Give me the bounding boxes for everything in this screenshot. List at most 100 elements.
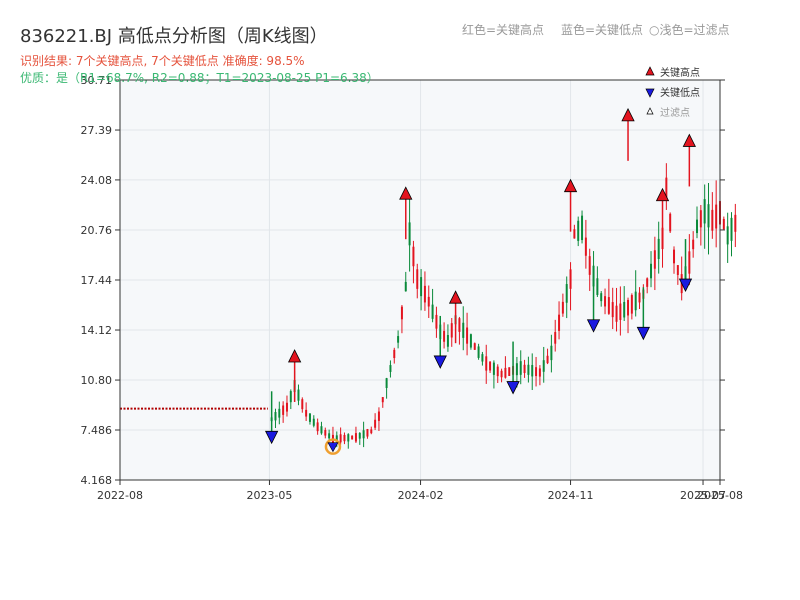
key-high-marker [399,186,413,200]
key-high-marker [682,133,696,147]
candle-body [673,249,676,264]
quality-summary: 优质：是（R1=68.7%, R2=0.88；T1=2023-08-25 P1=… [20,71,379,85]
candle-body [308,413,311,422]
legend-label-filtered: 过滤点 [660,106,690,119]
candle-body [466,327,469,344]
candle-body [358,432,361,439]
candle-body [458,318,461,332]
candle-body [527,364,530,375]
candle-body [339,434,342,443]
legend-symbol-high [645,66,655,76]
candle-body [289,391,292,403]
candle-body [427,296,430,307]
candle-body [397,336,400,343]
candle-body [638,292,641,303]
candle-body [485,356,488,371]
x-tick-label: 2025-08 [697,489,743,502]
key-low-marker [586,319,601,333]
candle-body [646,278,649,287]
candle-body [477,346,480,358]
candle-body [404,281,407,292]
candle-body [481,354,484,362]
candle-body [351,435,354,440]
candle-body [347,434,350,442]
candle-body [703,199,706,224]
candle-body [285,402,288,412]
candle-body [600,293,603,302]
candle-body [335,435,338,442]
key-low-marker [433,355,447,369]
candle-body [588,256,591,275]
candle-body [366,429,369,437]
candle-body [627,299,630,316]
candle-body [385,378,388,389]
candle-body [569,269,572,289]
candle-body [431,304,434,319]
candle-body [734,214,737,232]
candle-body [596,278,599,295]
candle-body [538,368,541,377]
candle-body [320,426,323,434]
key-low-marker [264,430,279,445]
candle-body [408,222,411,246]
candle-body [715,204,718,229]
candle-body [565,284,568,303]
candle-body [669,213,672,232]
candle-body [554,332,557,344]
candle-body [393,349,396,359]
candle-body [696,219,699,234]
candles [270,163,737,449]
legend-symbol-filtered [646,107,654,115]
candle-body [722,218,725,230]
candle-body [515,363,518,376]
candle-body [623,301,626,318]
legend-red-text: 红色=关键高点 [462,23,545,37]
candle-body [542,360,545,372]
candle-body [699,210,702,228]
candle-body [607,297,610,314]
candle-body [450,323,453,338]
candle-body [412,246,415,267]
candle-body [301,399,304,410]
candle-body [282,405,285,415]
candle-body [676,265,679,275]
candle-body [531,364,534,377]
candle-body [496,366,499,377]
candle-body [523,364,526,374]
candle-body [535,367,538,377]
candle-body [500,370,503,378]
legend-symbol-low [645,88,655,98]
candle-body [278,408,281,418]
y-tick-label: 30.71 [81,74,113,87]
candle-body [577,220,580,241]
candle-body [324,430,327,436]
candle-body [653,250,656,269]
x-tick-label: 2022-08 [97,489,143,502]
filtered-marker [327,442,339,453]
candle-body [274,412,277,421]
y-tick-label: 14.12 [81,324,113,337]
candle-body [615,305,618,322]
y-tick-label: 17.44 [81,274,113,287]
candle-body [297,389,300,401]
candle-body [343,434,346,442]
candle-body [630,295,633,314]
candle-body [362,430,365,439]
candle-body [604,296,607,307]
candle-body [711,209,714,231]
candle-body [489,361,492,371]
key-high-marker [448,290,463,304]
candle-body [305,409,308,417]
candle-body [573,229,576,239]
candle-body [611,302,614,318]
y-tick-label: 4.168 [81,474,113,487]
legend-filtered-text: ○浅色=过滤点 [649,23,730,37]
pivot-markers [264,107,696,455]
candle-body [389,365,392,372]
candle-body [657,238,660,260]
candle-body [561,301,564,314]
axes: 4.168 7.486 10.80 14.12 17.44 20.76 24.08 27.39… [81,74,743,502]
candle-body [550,345,553,361]
key-high-marker [655,187,670,202]
